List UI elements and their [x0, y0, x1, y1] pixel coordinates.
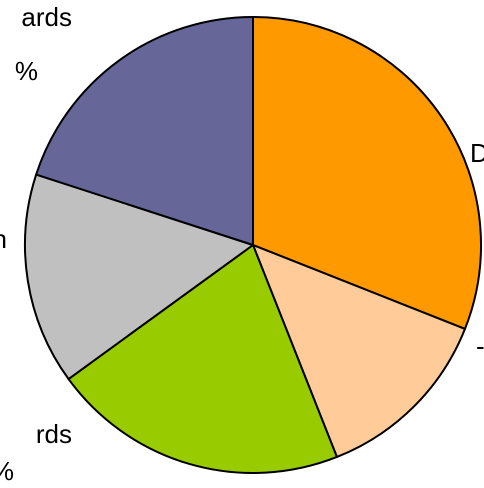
- pie-slice-3: [67, 244, 338, 474]
- pie-slice-label-5-line-1: ards: [21, 2, 72, 32]
- pie-slice-label-4-line-1: n: [0, 224, 7, 254]
- pie-slice-5: [35, 16, 254, 246]
- pie-slice-label-1-line-1: D: [470, 138, 484, 168]
- pie-slice-label-2-line-1: -: [476, 331, 484, 361]
- pie-slice-2: [252, 244, 466, 458]
- pie-slice-label-3-line-1: rds: [36, 419, 72, 449]
- pie-slice-1: [252, 16, 482, 330]
- pie-slice-label-3-line-2: %: [0, 456, 14, 486]
- pie-slice-4: [23, 173, 254, 381]
- pie-slice-label-5-line-2: %: [15, 56, 38, 86]
- pie-slices: [23, 16, 482, 474]
